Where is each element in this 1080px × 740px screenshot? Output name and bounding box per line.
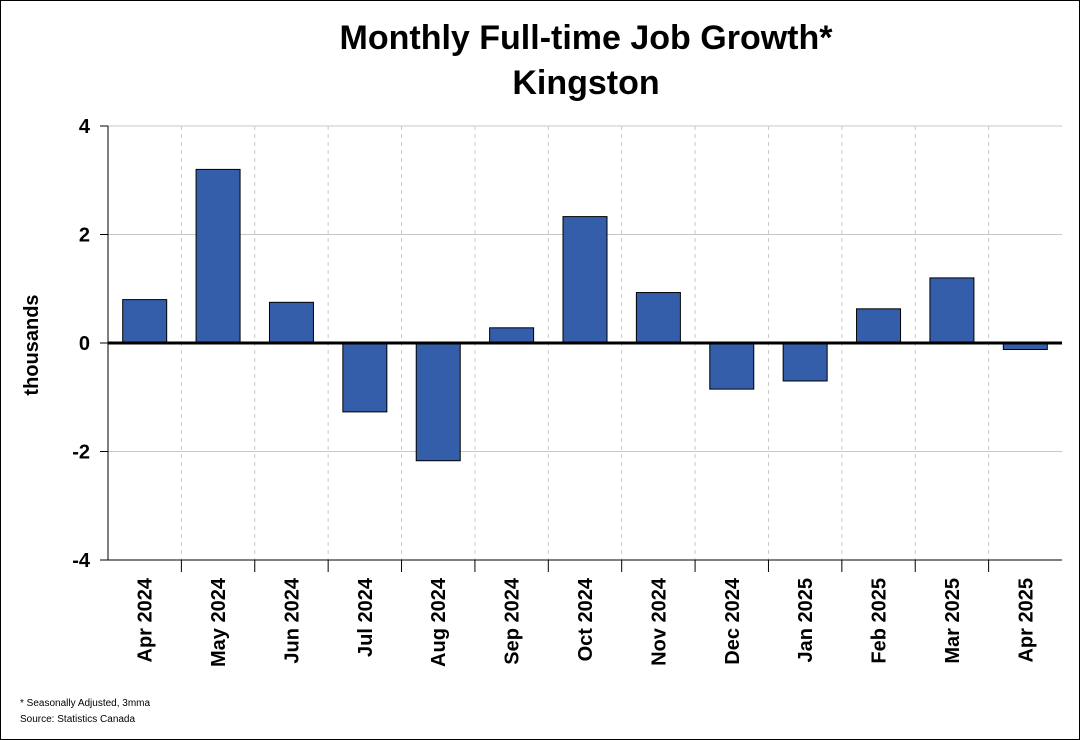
x-ticks: Apr 2024 May 2024 Jun 2024 Jul 2024 Aug 2024…	[135, 577, 1038, 667]
x-tick-label: Nov 2024	[648, 577, 670, 666]
x-tick-label: Apr 2024	[135, 577, 157, 662]
y-tick-label: -2	[72, 442, 90, 464]
x-tick-label: Oct 2024	[575, 577, 597, 661]
y-axis-label: thousands	[21, 294, 43, 395]
x-tick-label: Jun 2024	[281, 577, 303, 663]
y-tick-label: 0	[79, 333, 90, 355]
x-tick-label: Feb 2025	[869, 578, 891, 664]
x-tick-label: Jul 2024	[355, 577, 377, 657]
axes	[107, 126, 1062, 572]
x-tick-label: Sep 2024	[502, 577, 524, 665]
footnote-seasonal: * Seasonally Adjusted, 3mma	[20, 698, 151, 709]
x-tick-label: Apr 2025	[1015, 578, 1037, 663]
y-tick-label: -4	[72, 550, 91, 572]
x-tick-label: Mar 2025	[942, 578, 964, 664]
y-tick-label: 2	[79, 225, 90, 247]
bar-jul-2024	[342, 342, 388, 413]
chart-subtitle: Kingston	[512, 64, 659, 102]
bar-feb-2025	[856, 308, 902, 344]
y-tick-label: 4	[79, 116, 91, 138]
x-tick-label: Dec 2024	[722, 577, 744, 665]
bar-dec-2024	[709, 342, 755, 390]
bar-jun-2024	[268, 301, 314, 344]
bar-nov-2024	[635, 292, 681, 344]
x-tick-label: May 2024	[208, 577, 230, 667]
chart-title: Monthly Full-time Job Growth*	[340, 19, 834, 57]
y-ticks: 4 2 0 -2 -4	[72, 116, 108, 572]
bar-aug-2024	[415, 342, 461, 462]
footnote-source: Source: Statistics Canada	[20, 714, 135, 725]
bar-sep-2024	[489, 327, 535, 344]
bar-jan-2025	[782, 342, 828, 382]
x-tick-label: Aug 2024	[428, 577, 450, 667]
bar-mar-2025	[929, 277, 975, 344]
bar-may-2024	[195, 168, 241, 344]
x-tick-label: Jan 2025	[795, 578, 817, 663]
bar-apr-2024	[122, 299, 168, 344]
bars	[122, 168, 1048, 462]
bar-oct-2024	[562, 216, 608, 344]
